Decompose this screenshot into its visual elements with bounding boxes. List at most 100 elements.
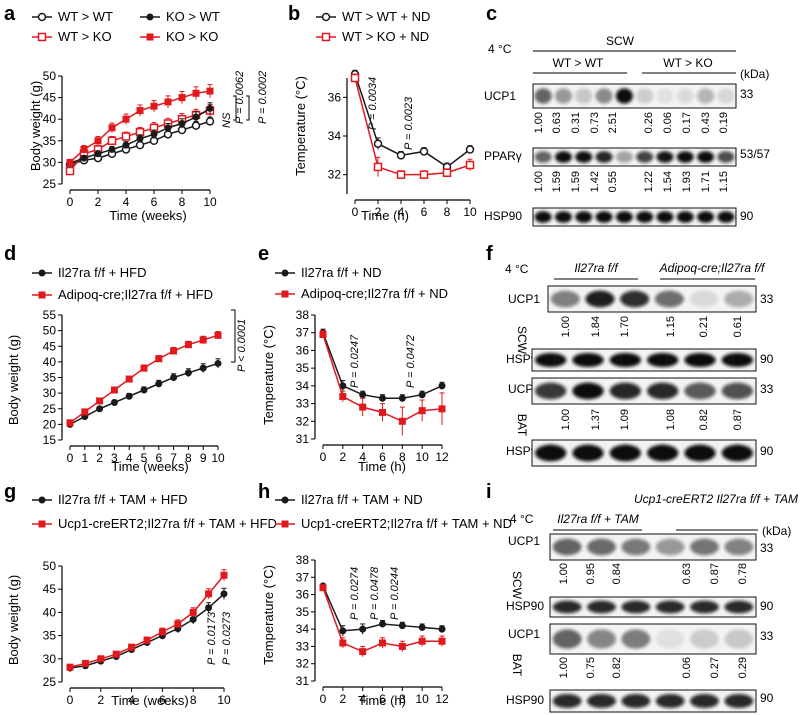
blot-c-hsp90-band-lane-5: [636, 211, 654, 223]
panel-h: h Il27ra f/f + TAM + ND Ucp1-creERT2;Il2…: [258, 481, 512, 708]
point-e-1-5: [418, 407, 426, 415]
blot-c-row0-value-0: 1.00: [533, 112, 545, 133]
point-b-1-1: [373, 162, 383, 172]
x-tick-b-1: 2: [375, 205, 382, 219]
blot-f-bat-hsp90-band-frame: [531, 439, 757, 467]
panel-label-b: b: [288, 3, 300, 25]
blot-f-scw-hsp90-band-lane-1: [572, 352, 604, 368]
blot-i-bat-ucp1-band-lane-2: [621, 629, 651, 649]
blot-i-temp: 4 °C: [510, 512, 534, 526]
annotation-d-0: P < 0.0001: [236, 319, 248, 372]
blot-f-bat-ucp1-band-lane-5: [721, 382, 754, 400]
panel-label-e: e: [258, 243, 269, 265]
x-tick-e-5: 10: [415, 450, 429, 464]
blot-c-hsp90-band-lane-9: [717, 211, 735, 223]
blot-c-row2-kda: 90: [740, 209, 754, 223]
blot-i-s1-row0-kda: 33: [760, 629, 774, 643]
y-tick-d-8: 55: [43, 308, 57, 322]
panel-a: a WT > WT KO > WT WT > KO KO > KO Body w…: [4, 3, 269, 223]
blot-f-temp: 4 °C: [505, 262, 529, 276]
point-e-0-5: [418, 391, 426, 399]
x-tick-g-3: 6: [159, 693, 166, 707]
x-tick-b-3: 6: [421, 205, 428, 219]
blot-f-group-0: Il27ra f/f: [574, 261, 619, 275]
y-tick-b-1: 34: [328, 129, 342, 143]
blot-f-bat-hsp90-band-lane-2: [609, 444, 642, 462]
x-tick-d-7: 7: [170, 451, 177, 465]
point-b-0-3: [419, 147, 429, 156]
y-tick-a-3: 40: [43, 112, 57, 126]
y-tick-d-1: 20: [43, 417, 57, 431]
point-d-1-0: [66, 419, 74, 427]
xlabel-d: Time (weeks): [111, 459, 189, 474]
legend-e: Il27ra f/f + ND Adipoq-cre;Il27ra f/f + …: [275, 265, 448, 301]
blot-c-row0-value-3: 0.73: [589, 112, 601, 133]
ylabel-a: Body weight (g): [28, 81, 43, 171]
y-tick-g-5: 50: [43, 559, 57, 573]
blot-i-bat-ucp1-band: [549, 623, 757, 655]
x-tick-h-4: 8: [399, 692, 406, 706]
blot-i-scw-value-5: 0.78: [737, 563, 749, 584]
blot-i-scw-hsp90-band-lane-5: [724, 600, 754, 614]
plot-b: 0 2 4 6 8 10 32 34 36: [328, 69, 477, 219]
blot-c-row0-label: UCP1: [484, 89, 516, 103]
blot-i-bat-hsp90-band-lane-4: [690, 693, 719, 709]
blot-f-bat-ucp1-band-lane-0: [534, 382, 567, 400]
point-a-0-10: [205, 117, 215, 126]
point-d-0-4: [125, 392, 133, 400]
x-tick-e-6: 12: [435, 450, 449, 464]
legend-g-0: Il27ra f/f + TAM + HFD: [58, 492, 188, 507]
x-tick-a-0: 0: [67, 195, 74, 209]
x-tick-d-9: 9: [200, 451, 207, 465]
ylabel-h: Temperature (°C): [261, 565, 276, 665]
blot-c-ppar-band-lane-1: [554, 151, 572, 163]
legend-e-1: Adipoq-cre;Il27ra f/f + ND: [301, 286, 448, 301]
plot-e: 0 2 4 6 8 10 12 31 32 33 34 35 36 37 38: [296, 308, 449, 464]
point-g-1-8: [189, 608, 197, 616]
point-b-1-3: [419, 170, 429, 179]
blot-c-ucp1-band-lane-0: [534, 88, 552, 104]
annotation-a-0: P = 0.0062: [234, 71, 246, 124]
y-tick-e-4: 35: [296, 361, 310, 375]
blot-c-row0-value-1: 0.63: [551, 112, 563, 133]
point-g-1-1: [81, 659, 89, 667]
point-d-0-9: [199, 364, 207, 372]
blot-f-scw-value-5: 0.61: [732, 316, 744, 337]
blot-f-bat-value-4: 0.82: [698, 409, 710, 430]
point-g-1-9: [205, 590, 213, 598]
blot-c-ucp1-band-lane-5: [636, 88, 654, 104]
point-d-0-7: [170, 374, 178, 381]
point-d-1-10: [214, 331, 222, 339]
series-h-1: [319, 584, 446, 657]
blot-i-s0-row1-label: HSP90: [506, 599, 544, 613]
annotation-a-1: P = 0.0002: [257, 71, 269, 124]
series-a-0: [65, 116, 215, 169]
legend-a-2: KO > WT: [166, 9, 220, 24]
point-d-0-6: [155, 380, 163, 388]
blot-c-ucp1-band-lane-6: [656, 88, 674, 104]
blot-i-tissue-0: SCW: [510, 571, 524, 600]
point-h-1-1: [339, 639, 347, 647]
legend-b-0: WT > WT + ND: [342, 9, 430, 24]
y-tick-g-1: 30: [43, 652, 57, 666]
blot-f-s1-row0-kda: 33: [760, 382, 774, 396]
point-e-1-6: [438, 405, 446, 413]
point-h-0-2: [359, 625, 367, 633]
y-tick-a-0: 25: [43, 177, 57, 191]
blot-c-ppar-band-lane-2: [575, 151, 593, 163]
point-d-1-3: [110, 386, 118, 394]
y-tick-g-3: 40: [43, 605, 57, 619]
point-h-1-4: [398, 642, 406, 650]
blot-c-hsp90-band-lane-4: [615, 211, 633, 223]
blot-c-ucp1-band-lane-7: [676, 88, 694, 104]
blot-f-scw-value-1: 1.84: [590, 316, 602, 337]
blot-c-ucp1-band-lane-1: [554, 88, 572, 104]
blot-c-row1-value-9: 1.15: [718, 171, 730, 192]
point-a-1-3: [107, 136, 117, 146]
point-a-3-6: [150, 102, 158, 110]
legend-d-0: Il27ra f/f + HFD: [58, 265, 147, 280]
point-h-1-6: [438, 637, 446, 645]
blot-i-s0-row0-label: UCP1: [508, 534, 540, 548]
y-tick-a-4: 45: [43, 91, 57, 105]
